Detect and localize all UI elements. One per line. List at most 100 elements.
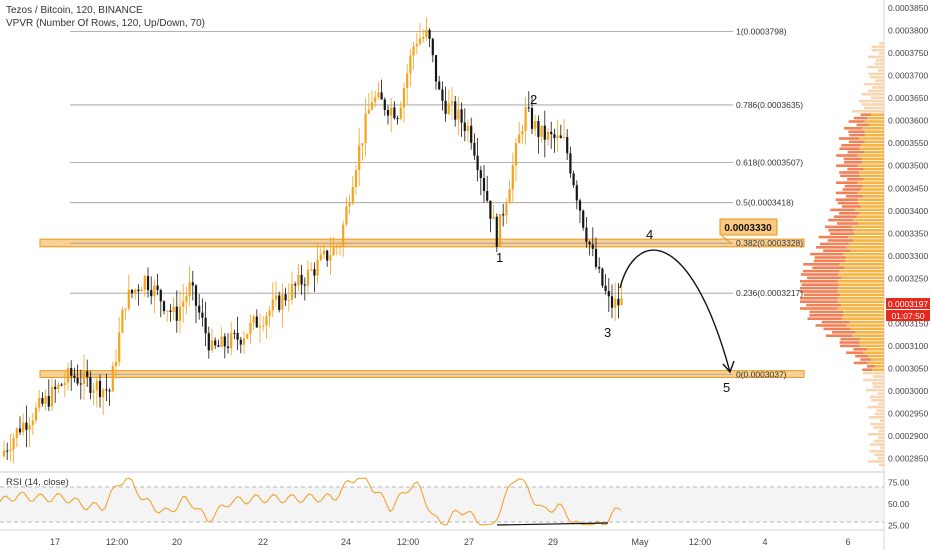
volume-profile-bar <box>815 324 847 327</box>
candle-body <box>511 165 514 190</box>
volume-profile-bar <box>803 263 840 266</box>
volume-profile-bar <box>861 157 884 161</box>
volume-profile-bar <box>847 178 864 181</box>
volume-profile-bar <box>876 76 884 79</box>
volume-profile-bar <box>859 174 884 178</box>
volume-profile-bar <box>839 171 860 174</box>
volume-profile-bar <box>873 388 884 392</box>
volume-profile-bar <box>869 443 877 446</box>
candle-body <box>543 125 546 140</box>
candle-body <box>383 99 386 110</box>
candle-body <box>150 290 153 297</box>
candle-body <box>284 294 287 301</box>
volume-profile-bar <box>874 453 879 456</box>
rsi-axis-label: 75.00 <box>888 478 910 488</box>
volume-profile-bar <box>868 354 884 358</box>
candle-body <box>300 274 303 285</box>
volume-profile-bar <box>851 225 884 229</box>
candle-body <box>370 102 374 110</box>
volume-profile-bar <box>875 72 884 76</box>
candle-body <box>524 107 527 131</box>
volume-profile-bar <box>849 133 865 137</box>
volume-profile-bar <box>881 419 884 422</box>
volume-profile-bar <box>809 314 844 317</box>
candle-body <box>601 268 604 286</box>
volume-profile-bar <box>841 144 861 147</box>
price-axis-label: 0.0003350 <box>888 228 928 238</box>
volume-profile-bar <box>825 334 853 337</box>
candle-body <box>428 30 431 39</box>
volume-profile-bar <box>876 399 884 402</box>
volume-profile-bar <box>828 218 854 222</box>
volume-profile-bar <box>878 429 881 433</box>
volume-profile-bar <box>875 416 884 419</box>
candle-body <box>60 384 63 386</box>
volume-profile-bar <box>867 55 876 59</box>
candle-body <box>364 113 367 144</box>
candle-body <box>495 216 498 247</box>
volume-profile-bar <box>864 120 884 123</box>
candle-body <box>598 266 601 269</box>
volume-profile-bar <box>848 242 884 246</box>
candle-body <box>162 301 166 312</box>
volume-profile-bar <box>850 249 884 252</box>
candle-body <box>418 38 422 44</box>
volume-profile-bar <box>800 307 838 310</box>
volume-profile-bar <box>839 293 884 297</box>
candle-body <box>361 143 364 146</box>
candle-body <box>386 109 390 116</box>
volume-profile-bar <box>872 86 878 89</box>
volume-profile-bar <box>879 409 884 412</box>
candle-body <box>66 368 70 383</box>
volume-profile-bar <box>800 300 838 303</box>
candle-body <box>450 101 454 104</box>
candle-body <box>572 173 575 186</box>
time-axis-label: 6 <box>845 537 850 547</box>
candle-body <box>111 366 114 392</box>
volume-profile-bar <box>865 388 874 392</box>
candle-body <box>444 100 447 114</box>
candle-body <box>399 107 402 119</box>
candle-body <box>255 316 258 328</box>
candle-body <box>230 332 233 349</box>
volume-profile-bar <box>845 256 884 259</box>
volume-profile-bar <box>871 103 884 106</box>
volume-profile-bar <box>855 354 869 358</box>
candle-body <box>210 340 214 351</box>
volume-profile-bar <box>846 324 884 327</box>
candle-body <box>34 407 38 421</box>
volume-profile-bar <box>875 89 884 93</box>
volume-profile-bar <box>878 62 884 65</box>
volume-profile-bar <box>859 344 884 348</box>
candle-body <box>377 92 380 98</box>
volume-profile-bar <box>852 334 884 337</box>
volume-profile-bar <box>853 239 884 242</box>
wave-projection-arrow <box>619 249 731 373</box>
price-axis-label: 0.0003300 <box>888 251 928 261</box>
volume-profile-bar <box>867 116 884 120</box>
candle-body <box>569 153 572 174</box>
volume-profile-bar <box>862 368 873 371</box>
candle-body <box>476 155 479 171</box>
candle-body <box>505 203 508 216</box>
candle-body <box>402 88 406 108</box>
candle-body <box>591 244 594 249</box>
candle-body <box>354 170 358 188</box>
candle-body <box>434 55 438 82</box>
candle-body <box>73 375 76 378</box>
volume-profile-bar <box>801 283 839 286</box>
volume-profile-bar <box>848 140 865 144</box>
candle-body <box>271 299 274 311</box>
price-axis-label: 0.0003750 <box>888 48 928 58</box>
candle-body <box>262 325 265 327</box>
volume-profile-bar <box>877 375 884 378</box>
price-axis-label: 0.0003650 <box>888 93 928 103</box>
volume-profile-bar <box>807 317 842 320</box>
fib-label: 0.618(0.0003507) <box>736 158 803 168</box>
time-axis-label: 17 <box>50 537 60 547</box>
volume-profile-bar <box>827 239 854 242</box>
candle-body <box>140 289 143 292</box>
volume-profile-bar <box>837 297 884 300</box>
price-axis-label: 0.0003050 <box>888 363 928 373</box>
candle-body <box>316 259 319 276</box>
